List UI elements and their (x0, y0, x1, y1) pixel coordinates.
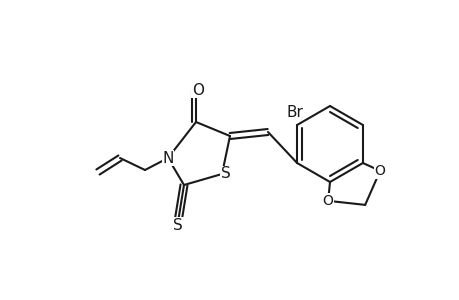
Text: Br: Br (286, 104, 303, 119)
Text: S: S (173, 218, 183, 232)
Text: S: S (221, 167, 230, 182)
Text: O: O (322, 194, 333, 208)
Text: O: O (374, 164, 385, 178)
Text: O: O (191, 82, 203, 98)
Text: N: N (162, 151, 174, 166)
